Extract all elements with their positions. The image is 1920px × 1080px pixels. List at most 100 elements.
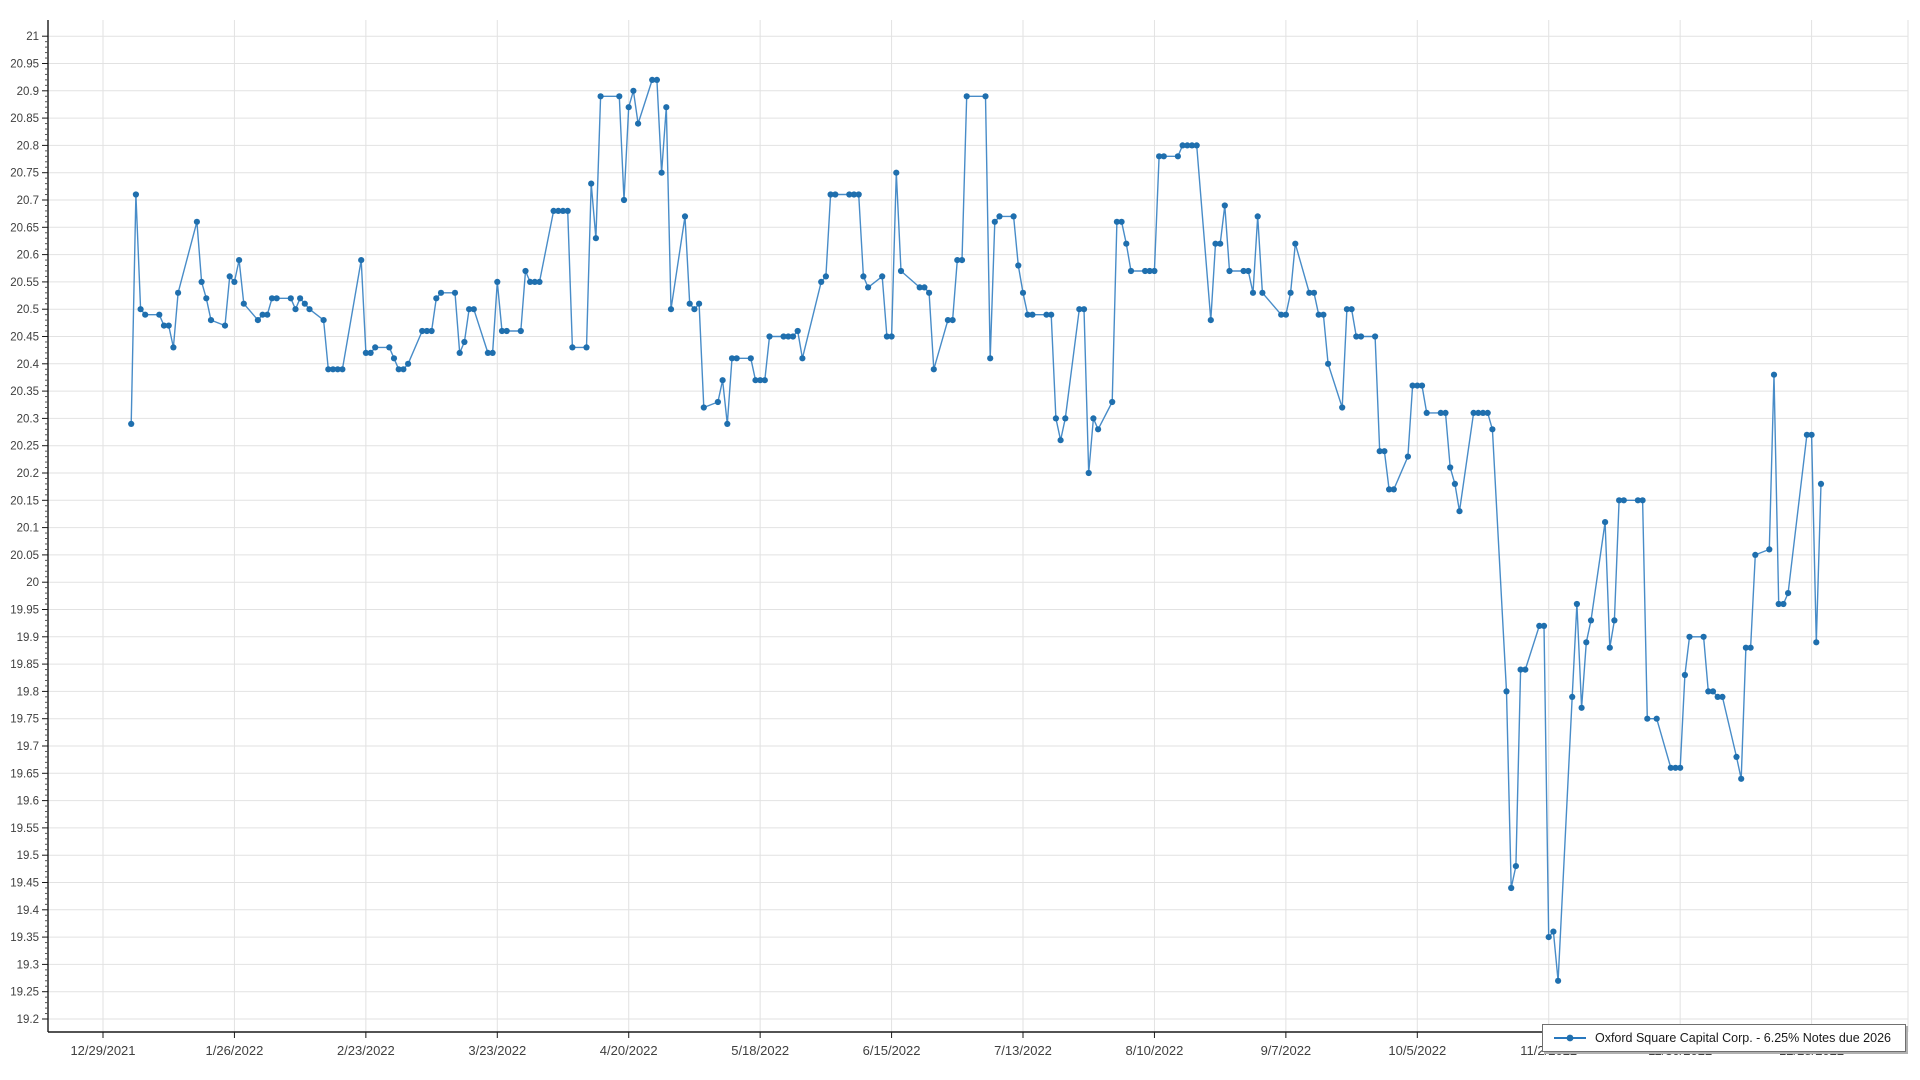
data-point-marker [555,207,562,214]
legend-line-marker-icon [1553,1034,1586,1042]
data-point-marker [930,366,937,373]
data-point-marker [1090,415,1097,422]
data-point-marker [419,327,426,335]
data-point-marker [1057,437,1064,444]
data-point-marker [996,213,1003,220]
data-point-marker [1048,311,1055,318]
data-point-marker [1808,431,1815,438]
data-point-marker [1325,360,1332,367]
svg-text:6/15/2022: 6/15/2022 [863,1043,921,1058]
data-point-marker [1043,311,1050,318]
axis-ticks [42,35,1813,1038]
data-point-marker [794,327,801,335]
data-point-marker [1193,142,1200,149]
data-point-marker [254,317,261,324]
data-point-marker [1785,590,1792,597]
data-point-marker [339,366,346,373]
data-point-marker [1639,497,1646,504]
data-point-marker [1372,333,1379,340]
svg-text:20.65: 20.65 [10,222,39,234]
data-point-marker [1282,311,1289,318]
svg-text:19.5: 19.5 [17,850,39,862]
data-point-marker [259,311,266,318]
data-point-marker [1343,306,1350,313]
legend-series-label: Oxford Square Capital Corp. - 6.25% Note… [1594,1031,1891,1045]
data-point-marker [1353,333,1360,340]
data-point-marker [620,196,628,204]
data-point-marker [827,191,834,198]
data-point-marker [489,349,496,356]
data-point-marker [799,355,806,362]
data-point-marker [1254,213,1261,220]
data-point-marker [588,180,595,187]
gridlines [48,20,1909,1032]
data-point-marker [1348,306,1355,313]
svg-text:7/13/2022: 7/13/2022 [994,1043,1052,1058]
data-point-marker [358,257,365,264]
data-point-marker [1095,426,1102,433]
legend-box[interactable]: Oxford Square Capital Corp. - 6.25% Note… [1541,1024,1906,1052]
data-point-marker [1113,218,1120,225]
data-point-marker [559,207,567,214]
svg-text:3/23/2022: 3/23/2022 [468,1043,526,1058]
data-point-marker [198,278,205,285]
data-point-marker [297,295,304,302]
svg-text:19.35: 19.35 [10,932,39,944]
svg-text:12/29/2021: 12/29/2021 [70,1043,135,1058]
data-point-marker [240,300,247,307]
data-point-marker [1179,142,1186,149]
data-point-marker [865,284,872,291]
data-point-marker [466,306,473,313]
data-point-marker [264,311,271,318]
data-point-marker [879,273,886,280]
data-point-marker [1522,666,1529,673]
data-point-marker [860,273,867,280]
data-point-marker [1540,622,1548,630]
data-point-marker [292,306,299,313]
data-point-marker [470,306,477,313]
data-point-marker [1292,240,1299,247]
data-point-marker [405,360,412,367]
svg-text:20.9: 20.9 [17,86,39,98]
data-point-marker [1080,306,1088,313]
data-point-marker [681,213,689,220]
data-point-marker [1423,409,1430,416]
data-point-marker [592,235,600,242]
data-point-marker [987,355,994,362]
data-point-marker [1418,382,1426,389]
data-point-marker [757,377,764,384]
svg-text:19.65: 19.65 [10,768,39,780]
data-point-marker [1315,311,1322,318]
data-point-marker [1409,382,1416,389]
data-point-marker [1470,409,1477,416]
data-point-marker [752,377,759,384]
svg-text:20.45: 20.45 [10,332,39,344]
data-point-marker [719,377,726,384]
svg-text:20: 20 [26,577,39,589]
svg-text:20.75: 20.75 [10,168,39,180]
svg-text:19.75: 19.75 [10,714,39,726]
data-point-marker [456,349,463,356]
data-point-marker [1578,704,1585,711]
data-point-marker [846,191,853,198]
svg-text:10/5/2022: 10/5/2022 [1388,1043,1446,1058]
y-axis-labels: 21 20.95 20.9 20.85 20.8 20.75 20.7 20.65 20.6 20… [10,31,39,1026]
data-point-marker [1611,617,1618,624]
data-point-marker [498,327,506,335]
data-point-marker [1062,415,1069,422]
data-point-marker [137,306,144,313]
data-point-marker [193,218,200,225]
data-point-marker [550,207,557,214]
data-point-marker [301,300,308,307]
data-point-marker [1217,240,1224,247]
data-point-marker [785,333,792,340]
data-point-marker [1677,764,1684,771]
data-point-marker [1151,267,1158,275]
axes [47,20,1908,1033]
data-point-marker [1188,142,1196,149]
data-point-marker [484,349,491,356]
data-point-marker [1700,633,1707,640]
data-point-marker [1212,240,1219,247]
data-point-marker [1310,289,1318,296]
data-point-marker [320,317,327,324]
